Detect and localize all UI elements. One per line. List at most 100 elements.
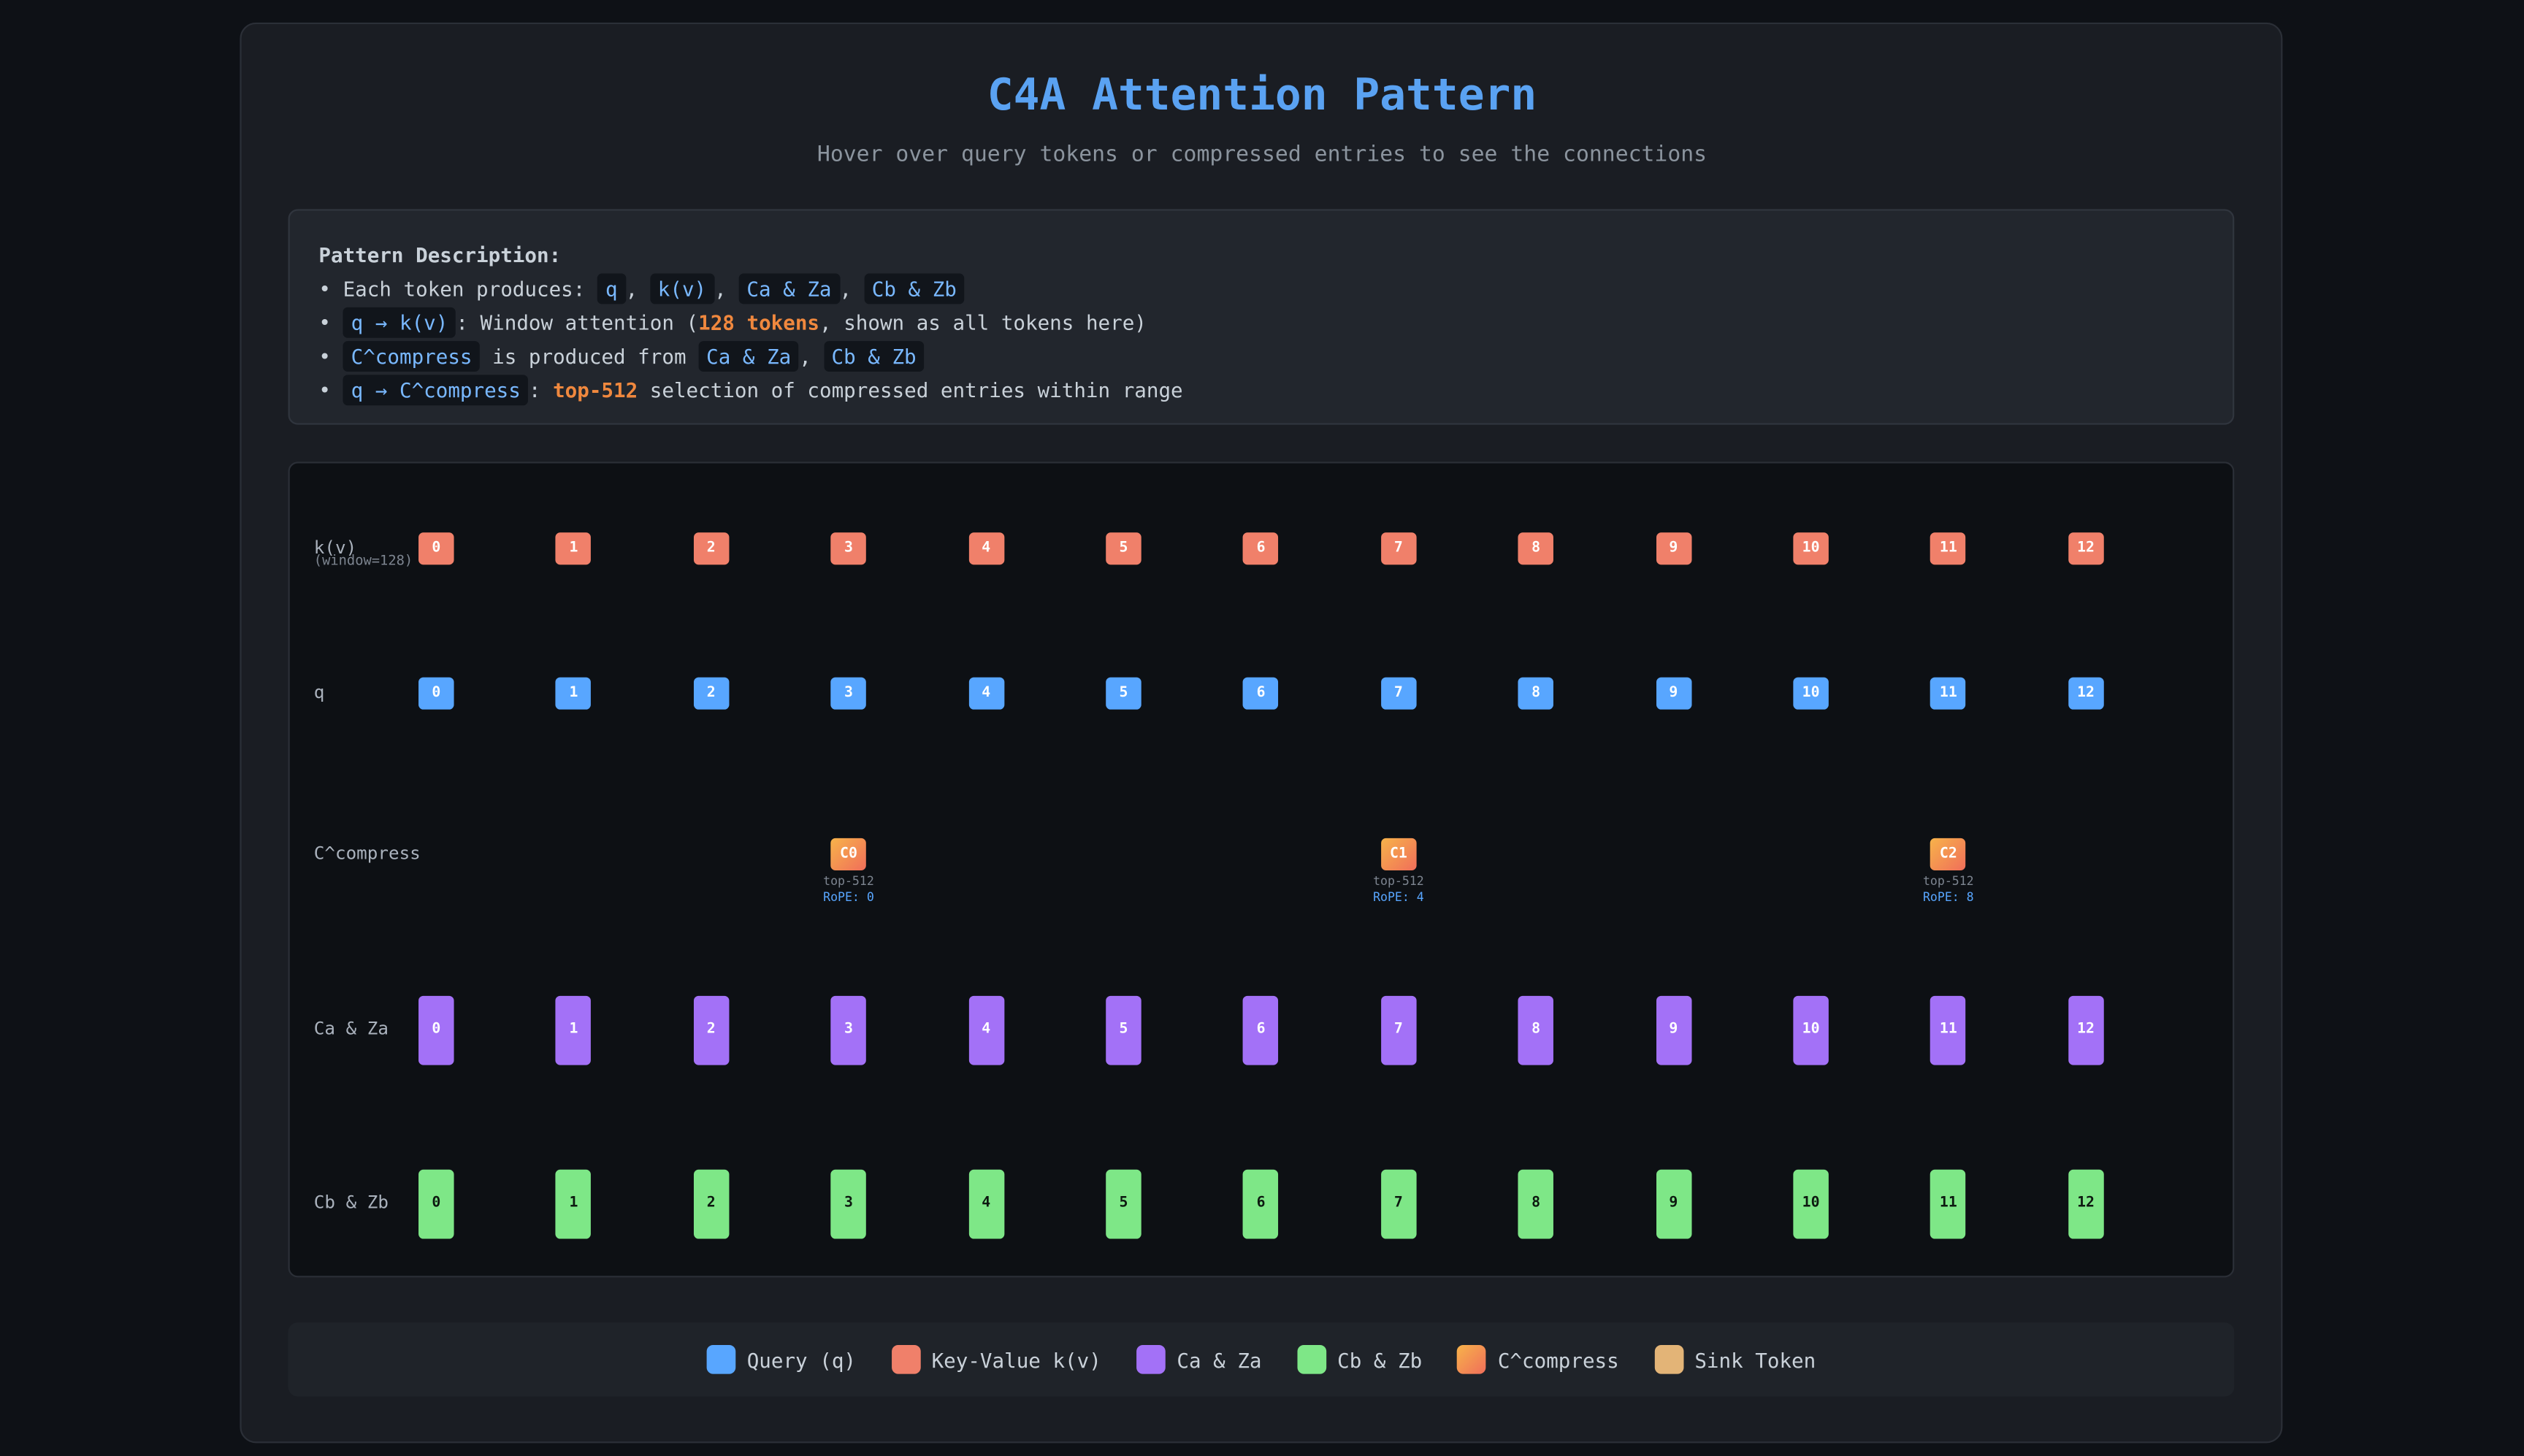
legend-label: Key-Value k(v) [931,1347,1101,1372]
token[interactable]: 8 [1518,677,1554,710]
token[interactable]: 5 [1106,677,1141,710]
token[interactable]: 6 [1243,677,1279,710]
token: 12 [2068,532,2104,565]
legend-label: Ca & Za [1177,1347,1262,1372]
token: 3 [830,1168,867,1238]
row-label-text: Cb & Zb [313,1192,389,1214]
token: 10 [1793,1168,1829,1238]
token: 8 [1518,532,1554,565]
compressed-rope: RoPE: 4 [1373,889,1424,905]
token: 1 [556,1168,592,1238]
legend-swatch [1136,1344,1166,1374]
legend-item: C^compress [1457,1344,1619,1374]
token: 11 [1930,532,1967,565]
row-label: k(v) (window=128) [314,537,413,570]
compressed-rope: RoPE: 8 [1922,889,1974,905]
segment-code: Ca & Za [698,341,800,372]
segment-text: , [625,276,650,302]
segment-text: • [318,344,343,369]
token: 8 [1518,1168,1554,1238]
segment-text: , [839,276,864,302]
segment-highlight: top-512 [553,378,638,402]
legend-swatch [1297,1344,1326,1374]
legend-swatch [706,1344,736,1374]
subtitle: Hover over query tokens or compressed en… [817,141,1707,168]
segment-text: : [528,378,554,402]
token: 8 [1518,995,1554,1065]
token: 7 [1380,532,1417,565]
legend-item: Ca & Za [1136,1344,1262,1374]
segment-text: , [714,276,739,302]
legend-swatch [1654,1344,1683,1374]
legend-swatch [1457,1344,1487,1374]
legend-item: Key-Value k(v) [891,1344,1101,1374]
description-heading: Pattern Description: [318,242,562,267]
token[interactable]: 0 [418,677,454,710]
token: 6 [1243,1168,1279,1238]
token[interactable]: 2 [693,677,730,710]
token: 11 [1930,1168,1967,1238]
legend-label: Query (q) [746,1347,856,1372]
diagram [288,461,2235,1278]
row-label-text: C^compress [313,843,421,865]
token[interactable]: 9 [1656,677,1691,710]
segment-text: • [318,310,343,335]
compressed-entry[interactable]: C1 [1380,838,1417,870]
row-label: C^compress [314,843,421,865]
token: 12 [2068,995,2104,1065]
description-line: • q → C^compress: top-512 selection of c… [318,373,2203,407]
row-label: Ca & Za [314,1019,389,1040]
segment-code: k(v) [649,273,715,304]
legend-item: Sink Token [1654,1344,1816,1374]
legend: Query (q) Key-Value k(v) Ca & Za Cb & Zb C^c… [288,1322,2235,1397]
legend-item: Query (q) [706,1344,856,1374]
description-line: • q → k(v): Window attention (128 tokens… [318,306,2203,340]
segment-highlight: 128 tokens [698,310,820,335]
token: 3 [830,532,867,565]
token: 2 [693,1168,730,1238]
legend-item: Cb & Zb [1297,1344,1423,1374]
row-label-text: k(v) [313,537,357,559]
token: 6 [1243,995,1279,1065]
token[interactable]: 3 [830,677,867,710]
legend-label: Sink Token [1694,1347,1816,1372]
token[interactable]: 4 [968,677,1004,710]
token[interactable]: 11 [1930,677,1967,710]
token: 3 [830,995,867,1065]
token: 10 [1793,995,1829,1065]
token: 0 [418,995,454,1065]
token: 2 [693,995,730,1065]
token[interactable]: 1 [556,677,592,710]
segment-code: Ca & Za [738,273,840,304]
token: 4 [968,995,1004,1065]
segment-text: , [799,344,824,369]
segment-text: : Window attention ( [456,310,699,335]
token[interactable]: 7 [1380,677,1417,710]
description-line: • Each token produces: q, k(v), Ca & Za,… [318,272,2203,305]
title: C4A Attention Pattern [987,70,1537,121]
token: 9 [1656,532,1691,565]
token[interactable]: 12 [2068,677,2104,710]
token: 9 [1656,1168,1691,1238]
compressed-entry[interactable]: C0 [830,838,867,870]
description-line: • C^compress is produced from Ca & Za, C… [318,340,2203,373]
legend-label: Cb & Zb [1337,1347,1423,1372]
legend-label: C^compress [1497,1347,1619,1372]
segment-code: q → C^compress [343,375,529,406]
description: Pattern Description: • Each token produce… [288,209,2235,425]
segment-code: C^compress [343,341,481,372]
compressed-entry[interactable]: C2 [1930,838,1967,870]
token[interactable]: 10 [1793,677,1829,710]
token: 0 [418,1168,454,1238]
token: 4 [968,1168,1004,1238]
segment-text: , shown as all tokens here) [819,310,1147,335]
token: 1 [556,995,592,1065]
segment-code: q [597,273,626,304]
token: 4 [968,532,1004,565]
token: 1 [556,532,592,565]
legend-swatch [891,1344,921,1374]
compressed-note: top-512 [823,873,874,889]
row-label: Cb & Zb [314,1192,389,1214]
